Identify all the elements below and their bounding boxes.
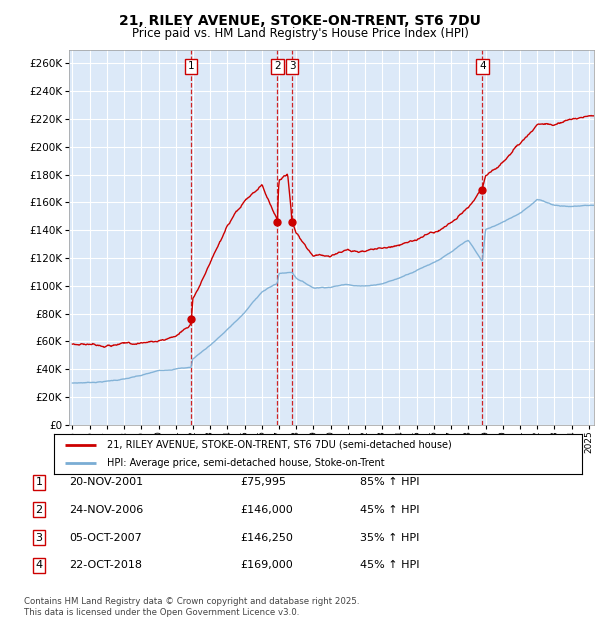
Text: Price paid vs. HM Land Registry's House Price Index (HPI): Price paid vs. HM Land Registry's House … — [131, 27, 469, 40]
Text: £146,000: £146,000 — [240, 505, 293, 515]
Text: 45% ↑ HPI: 45% ↑ HPI — [360, 505, 419, 515]
Text: 21, RILEY AVENUE, STOKE-ON-TRENT, ST6 7DU: 21, RILEY AVENUE, STOKE-ON-TRENT, ST6 7D… — [119, 14, 481, 28]
Text: 3: 3 — [289, 61, 295, 71]
Text: 2: 2 — [35, 505, 43, 515]
Text: 05-OCT-2007: 05-OCT-2007 — [69, 533, 142, 542]
Text: 22-OCT-2018: 22-OCT-2018 — [69, 560, 142, 570]
Text: 35% ↑ HPI: 35% ↑ HPI — [360, 533, 419, 542]
Text: £146,250: £146,250 — [240, 533, 293, 542]
Text: £75,995: £75,995 — [240, 477, 286, 487]
Text: 3: 3 — [35, 533, 43, 542]
Text: 20-NOV-2001: 20-NOV-2001 — [69, 477, 143, 487]
Text: £169,000: £169,000 — [240, 560, 293, 570]
Text: Contains HM Land Registry data © Crown copyright and database right 2025.
This d: Contains HM Land Registry data © Crown c… — [24, 598, 359, 617]
Text: 45% ↑ HPI: 45% ↑ HPI — [360, 560, 419, 570]
Text: 21, RILEY AVENUE, STOKE-ON-TRENT, ST6 7DU (semi-detached house): 21, RILEY AVENUE, STOKE-ON-TRENT, ST6 7D… — [107, 440, 452, 450]
Text: 24-NOV-2006: 24-NOV-2006 — [69, 505, 143, 515]
Text: 4: 4 — [35, 560, 43, 570]
Text: 1: 1 — [188, 61, 194, 71]
Text: 85% ↑ HPI: 85% ↑ HPI — [360, 477, 419, 487]
Text: 2: 2 — [274, 61, 281, 71]
Text: HPI: Average price, semi-detached house, Stoke-on-Trent: HPI: Average price, semi-detached house,… — [107, 458, 385, 469]
Text: 4: 4 — [479, 61, 485, 71]
Text: 1: 1 — [35, 477, 43, 487]
